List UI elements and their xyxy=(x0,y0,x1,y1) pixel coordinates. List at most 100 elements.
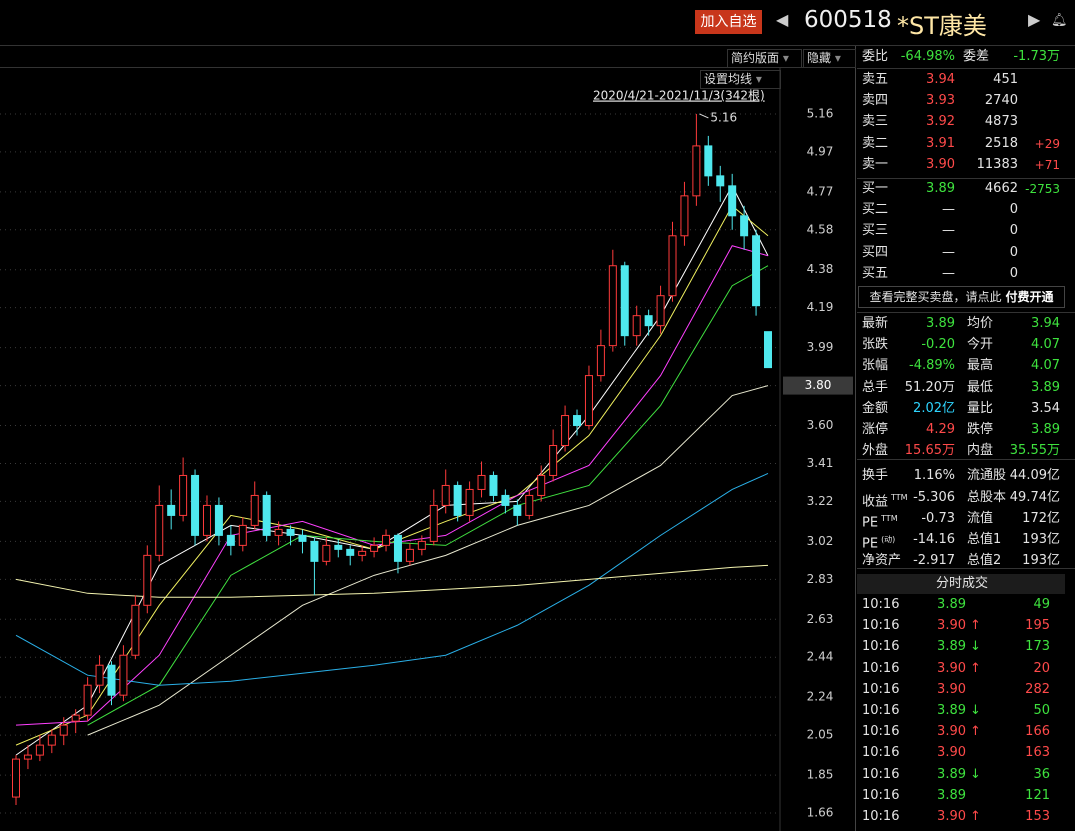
stat-label: 总值2 xyxy=(967,553,1002,569)
stock-code: 600518 xyxy=(804,7,892,33)
trade-price: 3.89 xyxy=(937,639,966,655)
trade-price: 3.89 xyxy=(937,703,966,718)
add-watchlist-button[interactable]: 加入自选 xyxy=(695,10,762,34)
candle-body xyxy=(549,445,558,476)
divider xyxy=(857,312,1075,313)
candle-body xyxy=(370,544,379,552)
ma-settings-label: 设置均线 xyxy=(704,72,753,86)
price-tag xyxy=(783,376,853,395)
trade-arrow: ↑ xyxy=(970,618,981,634)
y-tick-label: 2.44 xyxy=(807,650,834,664)
hide-button[interactable]: 隐藏 ▾ xyxy=(803,49,856,68)
candle-body xyxy=(728,185,737,217)
y-tick-label: 2.05 xyxy=(807,728,834,742)
trades-header xyxy=(857,574,1065,594)
stat-label: 最高 xyxy=(967,358,994,374)
candle-body xyxy=(107,664,116,696)
stat-label: 张幅 xyxy=(862,358,889,374)
candle-body xyxy=(226,534,235,546)
y-tick-label: 2.83 xyxy=(807,572,834,586)
y-tick-label: 4.97 xyxy=(807,144,834,158)
stat-value: 4.07 xyxy=(1031,358,1060,374)
candle-body xyxy=(179,474,188,516)
candle-body xyxy=(752,235,761,307)
stat-value: 4.07 xyxy=(1031,337,1060,353)
book-price: 3.92 xyxy=(926,114,955,130)
trade-time: 10:16 xyxy=(862,639,900,655)
top-bar: 加入自选 ◀ 600518 *ST康美 ▶ 🔔︎ xyxy=(0,0,1075,46)
divider xyxy=(857,68,1075,69)
stat-label: PE (动) xyxy=(862,535,896,552)
candle-body xyxy=(382,534,391,546)
stat-value: 172亿 xyxy=(1022,510,1060,526)
divider xyxy=(857,568,1075,569)
y-tick-label: 1.66 xyxy=(807,806,834,820)
stat-label: 收益 TTM xyxy=(862,492,908,509)
candle-body xyxy=(238,524,247,546)
candle-body xyxy=(561,415,570,447)
candle-body xyxy=(764,331,772,369)
candle-body xyxy=(596,345,605,377)
y-tick-label: 1.85 xyxy=(807,768,834,782)
stat-value: -14.16 xyxy=(913,532,955,547)
candle-body xyxy=(704,145,713,177)
candle-body xyxy=(119,654,128,696)
price-tag-label: 3.80 xyxy=(805,378,832,392)
y-tick-label: 5.16 xyxy=(807,106,834,120)
book-change: -2753 xyxy=(1025,182,1060,196)
stat-value: 44.09亿 xyxy=(1009,468,1060,484)
stat-label: 最低 xyxy=(967,379,994,395)
stat-label: 金额 xyxy=(862,400,889,416)
kline-chart: 2020/4/21-2021/11/3(342根) 5.16 4.97 4.77 4.… xyxy=(0,68,853,831)
candle-body xyxy=(95,664,104,686)
prev-arrow[interactable]: ◀ xyxy=(776,10,789,29)
trade-volume: 166 xyxy=(1025,724,1050,740)
trade-price: 3.90 xyxy=(937,724,966,740)
candle-body xyxy=(35,744,44,756)
ma-settings-button[interactable]: 设置均线 ▾ xyxy=(700,70,781,89)
stat-label-sup: (动) xyxy=(881,535,896,544)
trade-time: 10:16 xyxy=(862,787,900,803)
upgrade-link[interactable]: 付费开通 xyxy=(1005,290,1054,304)
hide-label: 隐藏 xyxy=(807,51,832,65)
trade-arrow: ↑ xyxy=(970,809,981,824)
candle-body xyxy=(620,265,629,337)
candle-body xyxy=(59,724,68,736)
next-arrow[interactable]: ▶ xyxy=(1028,10,1041,29)
ma-line xyxy=(15,473,769,686)
alert-icon[interactable]: 🔔︎ xyxy=(1051,13,1068,28)
max-arrow xyxy=(699,113,709,119)
book-label: 卖五 xyxy=(862,72,889,87)
ratio-label: 委比 xyxy=(862,49,889,64)
book-volume: 2518 xyxy=(984,135,1018,151)
ma-line xyxy=(15,245,769,726)
layout-label: 简约版面 xyxy=(731,51,780,65)
y-tick-label: 2.24 xyxy=(807,690,834,704)
trade-price: 3.90 xyxy=(937,745,966,761)
stat-value: -0.73 xyxy=(921,510,955,526)
stat-label-sup: TTM xyxy=(891,492,908,502)
book-price: — xyxy=(942,223,955,239)
trade-price: 3.89 xyxy=(937,787,966,803)
trade-time: 10:16 xyxy=(862,703,900,718)
trade-price: 3.89 xyxy=(937,766,966,782)
candle-body xyxy=(155,504,164,556)
trade-volume: 282 xyxy=(1025,681,1050,697)
candle-body xyxy=(501,494,510,506)
trade-time: 10:16 xyxy=(862,766,900,782)
trade-volume: 50 xyxy=(1033,703,1050,718)
candle-body xyxy=(692,145,701,197)
candle-body xyxy=(262,494,271,536)
book-label: 买四 xyxy=(862,244,889,260)
stat-value: 15.65万 xyxy=(904,443,955,459)
book-label: 买二 xyxy=(862,202,889,218)
book-price: 3.93 xyxy=(926,93,955,109)
upgrade-banner[interactable]: 查看完整买卖盘，请点此 付费开通 xyxy=(858,286,1065,308)
book-price: 3.89 xyxy=(926,181,955,196)
book-price: 3.94 xyxy=(926,72,955,87)
book-label: 卖二 xyxy=(862,135,889,151)
stat-label: 内盘 xyxy=(967,443,994,459)
trades-title: 分时成交 xyxy=(936,576,989,591)
trade-arrow: ↓ xyxy=(970,766,981,782)
layout-button[interactable]: 简约版面 ▾ xyxy=(727,49,802,68)
